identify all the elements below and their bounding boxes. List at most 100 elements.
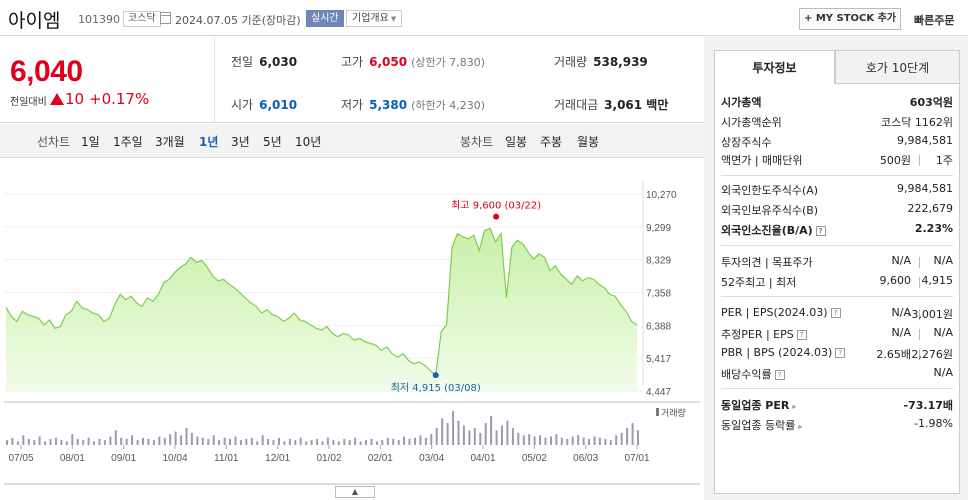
y-ticks: 10,270 9,299 8,329 7,358 6,388 5,417 4,447 bbox=[646, 190, 677, 398]
volume-bar bbox=[375, 441, 378, 445]
volume-bar bbox=[446, 423, 449, 445]
volume-bar bbox=[239, 440, 242, 445]
volume-bar bbox=[212, 435, 215, 445]
add-my-stock-button[interactable]: + MY STOCK 추가 bbox=[799, 8, 901, 30]
x-tick-label: 09/01 bbox=[111, 453, 136, 464]
est-per-row: 추정PER | EPS? N/A N/A bbox=[721, 326, 953, 344]
volume-bar bbox=[131, 435, 134, 445]
info-icon[interactable]: ? bbox=[815, 226, 826, 236]
volume-bar bbox=[55, 437, 57, 445]
investment-info: 시가총액 603억원 시가총액순위 코스닥 1162위 상장주식수 9,984,581… bbox=[714, 84, 960, 494]
volume-bar bbox=[604, 438, 607, 445]
volume-bar bbox=[267, 438, 270, 445]
quick-order-button[interactable]: 빠른주문 bbox=[914, 14, 955, 27]
realtime-button[interactable]: 실시간 bbox=[306, 10, 344, 27]
face-value: 500원 bbox=[879, 154, 911, 167]
separator bbox=[721, 388, 953, 389]
open-value: 6,010 bbox=[259, 98, 298, 112]
volume-bar bbox=[348, 440, 351, 445]
info-icon[interactable]: ? bbox=[830, 308, 841, 318]
volume-bar bbox=[33, 440, 36, 445]
industry-per-value: -73.17배 bbox=[903, 399, 953, 412]
volume-bar bbox=[245, 438, 248, 445]
volume-label: 거래량 bbox=[554, 55, 588, 69]
tab-weekly[interactable]: 주봉 bbox=[540, 135, 563, 149]
per-row: PER | EPS(2024.03)? N/A -3,001원 bbox=[721, 306, 953, 324]
volume-bar bbox=[332, 440, 335, 445]
volume-bar bbox=[250, 437, 253, 445]
rank-label: 시가총액순위 bbox=[721, 116, 782, 129]
x-tick-label: 08/01 bbox=[60, 453, 85, 464]
stock-name: 아이엠 bbox=[8, 10, 61, 32]
tab-monthly[interactable]: 월봉 bbox=[577, 135, 600, 149]
volume-bar bbox=[71, 434, 74, 445]
industry-per-row[interactable]: 동일업종 PER ▸ -73.17배 bbox=[721, 397, 953, 415]
volume-bar bbox=[457, 420, 460, 445]
price-summary: 6,040 전일대비 10 +0.17% 전일 6,030 고가 6,050 (상한가… bbox=[0, 37, 704, 123]
price-area-fill bbox=[6, 228, 637, 391]
volume-bar bbox=[381, 440, 384, 445]
volume-bar bbox=[142, 437, 144, 445]
volume-legend-swatch bbox=[656, 408, 659, 416]
low-value: 5,380 bbox=[369, 98, 408, 112]
volume-bar bbox=[637, 430, 639, 445]
volume-bar bbox=[6, 440, 8, 445]
line-chart-label: 선차트 bbox=[37, 135, 71, 149]
stock-header: 아이엠 101390 코스닥 2024.07.05 기준(장마감) 실시간 기업… bbox=[0, 0, 968, 36]
divider bbox=[214, 37, 215, 123]
tab-investment-info[interactable]: 투자정보 bbox=[714, 50, 835, 84]
tab-1d[interactable]: 1일 bbox=[81, 135, 100, 149]
x-tick-label: 01/02 bbox=[316, 453, 341, 464]
tab-1y[interactable]: 1년 bbox=[199, 135, 219, 149]
low-label: 저가 bbox=[341, 98, 364, 112]
tab-5y[interactable]: 5년 bbox=[263, 135, 282, 149]
change-percent: +0.17% bbox=[89, 90, 150, 108]
eps-value: -3,001원 bbox=[907, 308, 953, 321]
tab-3m[interactable]: 3개월 bbox=[155, 135, 185, 149]
est-per-label: 추정PER | EPS bbox=[721, 328, 794, 341]
volume-bar bbox=[288, 438, 291, 445]
volume-bar bbox=[511, 428, 514, 445]
tab-10y[interactable]: 10년 bbox=[295, 135, 322, 149]
company-info-dropdown[interactable]: 기업개요 ▼ bbox=[346, 10, 403, 27]
foreign-hold-value: 222,679 bbox=[907, 202, 954, 215]
foreign-hold-label: 외국인보유주식수(B) bbox=[721, 204, 819, 217]
opinion-label: 투자의견 | 목표주가 bbox=[721, 256, 813, 269]
calendar-icon bbox=[160, 12, 171, 24]
volume-bar bbox=[359, 441, 362, 445]
collapse-chart-button[interactable]: ▲ bbox=[335, 486, 375, 498]
volume-bar bbox=[479, 432, 482, 445]
volume-bar bbox=[441, 418, 444, 445]
tab-daily[interactable]: 일봉 bbox=[505, 135, 528, 149]
high-value: 6,050 bbox=[369, 55, 408, 69]
tab-3y[interactable]: 3년 bbox=[231, 135, 250, 149]
x-tick-label: 12/01 bbox=[265, 453, 290, 464]
info-icon[interactable]: ? bbox=[774, 370, 785, 380]
industry-change-row[interactable]: 동일업종 등락률 ▸ -1.98% bbox=[721, 417, 953, 435]
volume-bar bbox=[22, 435, 25, 445]
arrow-right-icon: ▸ bbox=[792, 402, 797, 411]
volume-bar bbox=[550, 436, 552, 445]
price-chart[interactable]: 10,270 9,299 8,329 7,358 6,388 5,417 4,447 07/… bbox=[0, 160, 704, 490]
tab-1w[interactable]: 1주일 bbox=[113, 135, 143, 149]
info-icon[interactable]: ? bbox=[835, 348, 846, 358]
volume-bar bbox=[152, 440, 155, 445]
industry-change-value: -1.98% bbox=[914, 417, 953, 430]
y-tick-label: 10,270 bbox=[646, 190, 677, 201]
bps-value: 2,276원 bbox=[911, 348, 953, 361]
high-label: 고가 bbox=[341, 55, 364, 69]
volume-bar bbox=[310, 440, 313, 445]
opinion-value: N/A bbox=[891, 254, 911, 267]
y-tick-label: 7,358 bbox=[646, 289, 671, 300]
separator bbox=[721, 245, 953, 246]
shares-row: 상장주식수 9,984,581 bbox=[721, 134, 953, 152]
volume-bar bbox=[501, 425, 503, 445]
volume-bar bbox=[163, 437, 166, 445]
foreign-ratio-label: 외국인소진율(B/A) bbox=[721, 224, 813, 237]
volume-bar bbox=[626, 428, 629, 445]
info-icon[interactable]: ? bbox=[796, 330, 807, 340]
base-date: 2024.07.05 기준(장마감) bbox=[175, 14, 301, 27]
tab-orderbook[interactable]: 호가 10단계 bbox=[835, 50, 960, 84]
y-tick-label: 5,417 bbox=[646, 354, 671, 365]
open-price: 시가 6,010 bbox=[231, 96, 297, 113]
